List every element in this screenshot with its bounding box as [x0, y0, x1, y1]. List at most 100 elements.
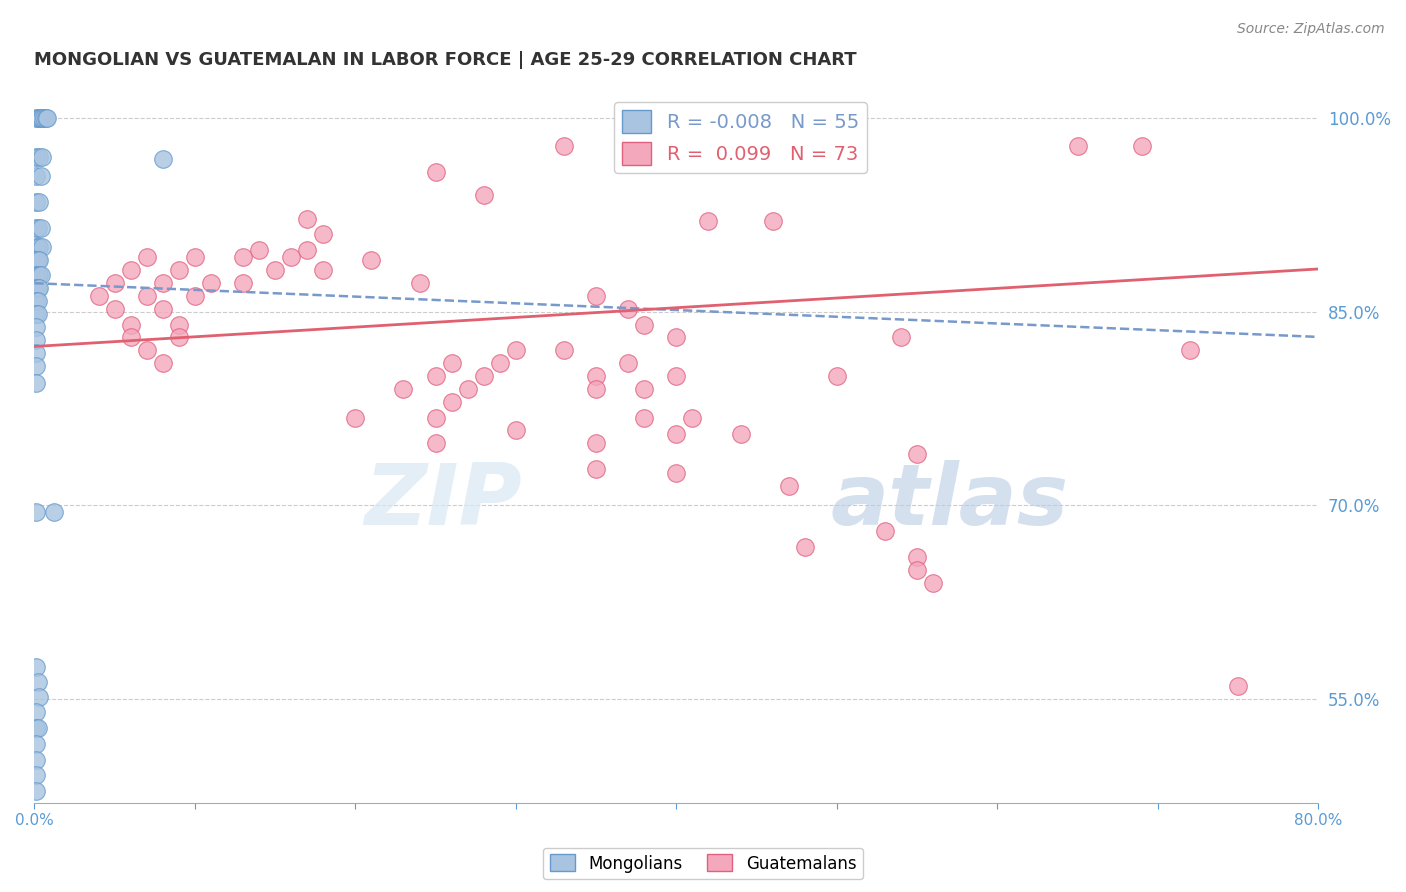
Point: [505, 343, 527, 358]
Point: [27, 220, 49, 235]
Text: Source: ZipAtlas.com: Source: ZipAtlas.com: [1237, 22, 1385, 37]
Point: [25, 753, 48, 767]
Point: [27, 252, 49, 267]
Point: [27, 721, 49, 735]
Point: [25, 784, 48, 798]
Point: [28, 268, 51, 283]
Point: [25, 150, 48, 164]
Point: [120, 330, 142, 344]
Point: [25, 281, 48, 295]
Point: [27, 281, 49, 295]
Point: [488, 356, 510, 370]
Point: [28, 111, 51, 125]
Point: [665, 330, 688, 344]
Point: [440, 395, 463, 409]
Point: [27, 111, 49, 125]
Point: [344, 410, 367, 425]
Point: [295, 211, 318, 226]
Point: [665, 466, 688, 480]
Point: [25, 320, 48, 334]
Point: [104, 301, 127, 316]
Point: [25, 169, 48, 183]
Point: [617, 356, 640, 370]
Point: [247, 243, 270, 257]
Text: atlas: atlas: [831, 460, 1069, 543]
Point: [25, 268, 48, 283]
Text: ZIP: ZIP: [364, 460, 522, 543]
Point: [167, 330, 190, 344]
Point: [25, 738, 48, 752]
Point: [30, 268, 52, 283]
Point: [1130, 139, 1153, 153]
Point: [25, 660, 48, 674]
Point: [32, 111, 55, 125]
Point: [25, 194, 48, 209]
Point: [28, 252, 51, 267]
Point: [905, 447, 928, 461]
Point: [31, 111, 53, 125]
Point: [697, 214, 720, 228]
Point: [25, 220, 48, 235]
Point: [120, 263, 142, 277]
Point: [104, 276, 127, 290]
Point: [1227, 679, 1250, 693]
Point: [553, 139, 575, 153]
Point: [457, 382, 479, 396]
Point: [730, 427, 752, 442]
Point: [34, 111, 56, 125]
Point: [922, 575, 945, 590]
Point: [152, 152, 174, 166]
Point: [135, 343, 157, 358]
Point: [135, 289, 157, 303]
Point: [25, 294, 48, 309]
Point: [905, 550, 928, 565]
Point: [585, 462, 607, 476]
Point: [184, 250, 207, 264]
Point: [665, 427, 688, 442]
Point: [585, 289, 607, 303]
Point: [665, 139, 688, 153]
Point: [232, 276, 254, 290]
Point: [152, 356, 174, 370]
Point: [27, 675, 49, 690]
Point: [184, 289, 207, 303]
Point: [31, 150, 53, 164]
Point: [280, 250, 302, 264]
Point: [28, 240, 51, 254]
Point: [425, 436, 447, 450]
Point: [25, 240, 48, 254]
Point: [30, 220, 52, 235]
Point: [633, 318, 655, 332]
Point: [873, 524, 896, 539]
Point: [665, 369, 688, 384]
Point: [31, 240, 53, 254]
Legend: R = -0.008   N = 55, R =  0.099   N = 73: R = -0.008 N = 55, R = 0.099 N = 73: [614, 103, 866, 172]
Point: [27, 268, 49, 283]
Point: [360, 252, 382, 267]
Point: [681, 410, 703, 425]
Point: [633, 410, 655, 425]
Point: [25, 252, 48, 267]
Point: [1066, 139, 1088, 153]
Point: [905, 563, 928, 577]
Point: [30, 111, 52, 125]
Point: [25, 505, 48, 519]
Legend: Mongolians, Guatemalans: Mongolians, Guatemalans: [543, 847, 863, 880]
Point: [585, 369, 607, 384]
Point: [472, 369, 495, 384]
Point: [778, 479, 800, 493]
Point: [392, 382, 415, 396]
Point: [25, 111, 48, 125]
Point: [25, 705, 48, 719]
Point: [167, 318, 190, 332]
Point: [200, 276, 222, 290]
Point: [135, 250, 157, 264]
Point: [793, 540, 815, 554]
Point: [585, 436, 607, 450]
Point: [28, 281, 51, 295]
Point: [25, 359, 48, 373]
Text: MONGOLIAN VS GUATEMALAN IN LABOR FORCE | AGE 25-29 CORRELATION CHART: MONGOLIAN VS GUATEMALAN IN LABOR FORCE |…: [34, 51, 858, 69]
Point: [408, 276, 430, 290]
Point: [312, 263, 335, 277]
Point: [585, 382, 607, 396]
